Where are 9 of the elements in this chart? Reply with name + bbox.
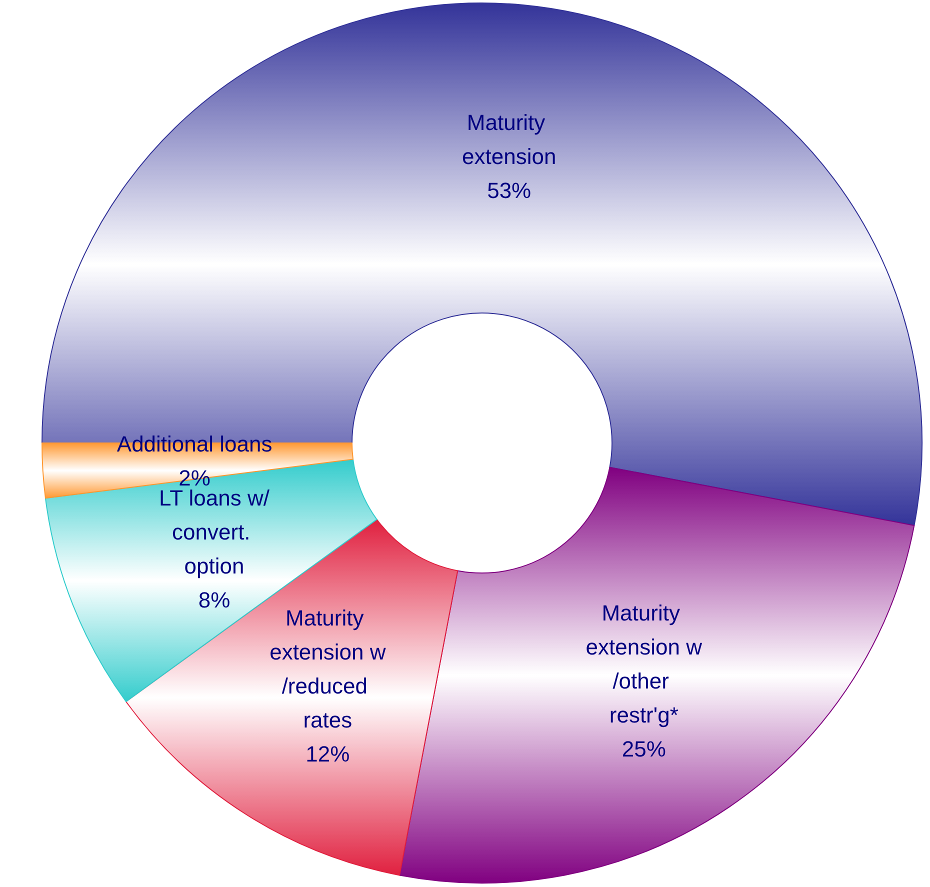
slice-label: Maturity extension w/reduced rates: [270, 606, 386, 733]
slice-label: Maturity extension w/other restr'g*: [586, 600, 702, 728]
data-label: 25%: [622, 736, 666, 762]
data-label: 12%: [306, 742, 350, 767]
slice-label: Additional loans: [116, 432, 272, 457]
slice-label: Maturity extension: [462, 110, 556, 169]
data-label: 8%: [198, 588, 230, 613]
slice-label: LT loans w/convert. option: [158, 486, 270, 579]
data-label: 53%: [487, 178, 532, 203]
